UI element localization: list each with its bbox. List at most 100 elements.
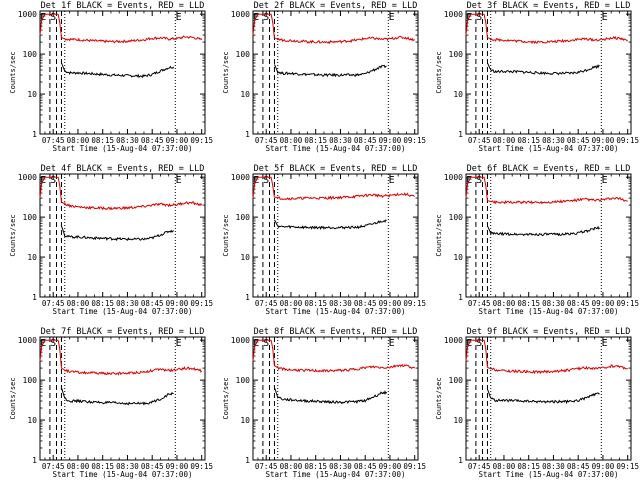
x-tick-label: 09:00 — [592, 136, 615, 145]
x-tick-label: 08:15 — [91, 462, 114, 471]
x-tick-label: 09:00 — [166, 299, 189, 308]
plot-frame — [252, 336, 419, 461]
panel-title: Det 3f BLACK = Events, RED = LLD — [467, 1, 631, 11]
panel-det-9f: Det 9f BLACK = Events, RED = LLD 1 10 100 10… — [435, 327, 639, 479]
y-tick-label: 10 — [453, 416, 463, 425]
y-axis-label: Counts/sec — [9, 51, 17, 93]
series-line-events-black — [273, 219, 387, 230]
x-tick-label: 08:45 — [567, 136, 590, 145]
x-tick-label: 09:00 — [166, 136, 189, 145]
panel-title: Det 4f BLACK = Events, RED = LLD — [41, 164, 205, 174]
marker-letter-e: E — [389, 175, 395, 186]
y-tick-label: 10 — [453, 253, 463, 262]
y-tick-label: 100 — [449, 376, 464, 385]
x-tick-label: 09:00 — [592, 299, 615, 308]
x-tick-label: 07:45 — [255, 136, 278, 145]
x-tick-label: 08:45 — [141, 136, 164, 145]
x-tick-label: 09:15 — [403, 136, 426, 145]
y-tick-label: 1000 — [444, 336, 463, 345]
x-tick-label: 08:15 — [304, 136, 327, 145]
plot-frame — [252, 10, 419, 135]
plot-frame — [465, 10, 632, 135]
x-tick-label: 07:45 — [42, 299, 65, 308]
series-line-lld-red — [252, 176, 415, 201]
series-line-lld-red — [465, 176, 628, 205]
y-tick-label: 10 — [27, 416, 37, 425]
x-tick-label: 09:15 — [616, 136, 639, 145]
marker-letter-e: E — [176, 12, 182, 23]
x-tick-label: 07:45 — [42, 462, 65, 471]
x-tick-label: 08:15 — [517, 136, 540, 145]
y-tick-label: 100 — [23, 213, 38, 222]
y-tick-label: 100 — [449, 50, 464, 59]
y-axis-label: Counts/sec — [222, 51, 230, 93]
y-tick-label: 1000 — [18, 10, 37, 19]
plot-frame — [39, 173, 206, 298]
y-tick-label: 10 — [27, 90, 37, 99]
x-tick-label: 08:00 — [280, 299, 303, 308]
x-axis-label: Start Time (15-Aug-04 07:37:00) — [266, 307, 406, 316]
y-tick-label: 100 — [236, 376, 251, 385]
panel-title: Det 9f BLACK = Events, RED = LLD — [467, 327, 631, 337]
x-tick-label: 08:00 — [67, 462, 90, 471]
x-tick-label: 08:45 — [567, 462, 590, 471]
x-tick-label: 09:15 — [190, 299, 213, 308]
x-tick-label: 09:15 — [403, 462, 426, 471]
marker-letter-e: E — [176, 175, 182, 186]
x-tick-label: 08:45 — [141, 299, 164, 308]
series-line-lld-red — [252, 13, 415, 45]
y-tick-label: 1000 — [444, 10, 463, 19]
y-tick-label: 1 — [458, 293, 463, 302]
x-axis-label: Start Time (15-Aug-04 07:37:00) — [479, 307, 619, 316]
panel-det-8f: Det 8f BLACK = Events, RED = LLD 1 10 100 10… — [222, 327, 426, 479]
y-tick-label: 1 — [32, 130, 37, 139]
x-tick-label: 08:45 — [354, 136, 377, 145]
x-tick-label: 09:15 — [616, 462, 639, 471]
marker-letter-e: E — [602, 12, 608, 23]
y-tick-label: 1 — [32, 456, 37, 465]
series-line-events-black — [486, 225, 600, 237]
marker-letter-s: S — [263, 175, 269, 186]
y-tick-label: 10 — [240, 253, 250, 262]
series-line-events-black — [486, 62, 600, 76]
y-tick-label: 1000 — [18, 173, 37, 182]
y-tick-label: 10 — [240, 90, 250, 99]
x-tick-label: 09:15 — [190, 136, 213, 145]
panel-title: Det 7f BLACK = Events, RED = LLD — [41, 327, 205, 337]
x-tick-label: 08:30 — [329, 299, 352, 308]
y-tick-label: 100 — [449, 213, 464, 222]
x-axis-label: Start Time (15-Aug-04 07:37:00) — [53, 144, 193, 153]
plot-frame — [252, 173, 419, 298]
marker-letter-e: E — [176, 338, 182, 349]
series-line-lld-red — [39, 176, 203, 211]
panel-det-1f: Det 1f BLACK = Events, RED = LLD 1 10 100 10… — [9, 1, 213, 153]
marker-letter-e: E — [602, 338, 608, 349]
x-tick-label: 08:30 — [542, 462, 565, 471]
x-tick-label: 08:45 — [354, 462, 377, 471]
y-tick-label: 100 — [236, 50, 251, 59]
panel-det-6f: Det 6f BLACK = Events, RED = LLD 1 10 100 10… — [435, 164, 639, 316]
x-tick-label: 09:15 — [616, 299, 639, 308]
x-axis-label: Start Time (15-Aug-04 07:37:00) — [53, 470, 193, 479]
y-axis-label: Counts/sec — [9, 214, 17, 256]
x-axis-label: Start Time (15-Aug-04 07:37:00) — [266, 470, 406, 479]
x-tick-label: 08:30 — [116, 136, 139, 145]
x-tick-label: 09:00 — [379, 462, 402, 471]
x-tick-label: 08:30 — [116, 462, 139, 471]
x-tick-label: 08:30 — [329, 136, 352, 145]
panel-title: Det 5f BLACK = Events, RED = LLD — [254, 164, 418, 174]
x-tick-label: 09:00 — [379, 136, 402, 145]
x-tick-label: 08:15 — [91, 136, 114, 145]
x-tick-label: 07:45 — [468, 136, 491, 145]
marker-letter-s: S — [50, 175, 56, 186]
marker-letter-s: S — [263, 12, 269, 23]
marker-letter-s: S — [50, 12, 56, 23]
panel-det-3f: Det 3f BLACK = Events, RED = LLD 1 10 100 10… — [435, 1, 639, 153]
y-tick-label: 1000 — [231, 173, 250, 182]
x-tick-label: 09:00 — [166, 462, 189, 471]
y-tick-label: 100 — [23, 50, 38, 59]
panel-det-7f: Det 7f BLACK = Events, RED = LLD 1 10 100 10… — [9, 327, 213, 479]
x-tick-label: 08:15 — [304, 299, 327, 308]
